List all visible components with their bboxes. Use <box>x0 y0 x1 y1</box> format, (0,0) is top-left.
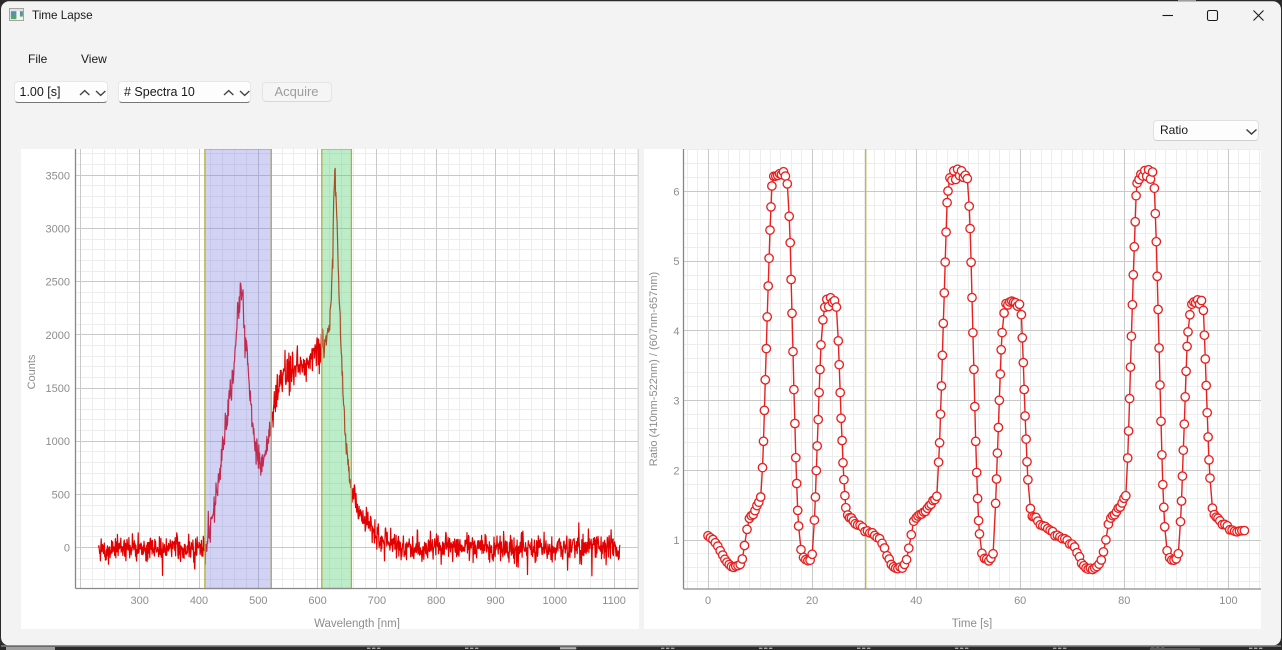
svg-text:2: 2 <box>673 465 679 477</box>
svg-text:3: 3 <box>673 396 679 408</box>
svg-text:3500: 3500 <box>46 170 70 182</box>
svg-text:2000: 2000 <box>46 330 70 342</box>
svg-text:Ratio (410nm-522nm) / (607nm-6: Ratio (410nm-522nm) / (607nm-657nm) <box>648 272 660 466</box>
svg-text:6: 6 <box>673 187 679 199</box>
svg-text:Wavelength [nm]: Wavelength [nm] <box>314 618 400 629</box>
svg-text:500: 500 <box>52 489 70 501</box>
svg-text:80: 80 <box>1118 595 1130 607</box>
svg-text:2500: 2500 <box>46 277 70 289</box>
svg-text:1000: 1000 <box>46 436 70 448</box>
svg-text:40: 40 <box>910 595 922 607</box>
svg-text:900: 900 <box>486 595 504 607</box>
svg-text:1: 1 <box>673 535 679 547</box>
svg-text:600: 600 <box>308 595 326 607</box>
svg-text:1500: 1500 <box>46 383 70 395</box>
svg-text:60: 60 <box>1014 595 1026 607</box>
svg-text:700: 700 <box>368 595 386 607</box>
svg-text:20: 20 <box>806 595 818 607</box>
svg-text:100: 100 <box>1219 595 1237 607</box>
svg-text:300: 300 <box>131 595 149 607</box>
svg-text:5: 5 <box>673 256 679 268</box>
svg-text:0: 0 <box>705 595 711 607</box>
svg-text:1000: 1000 <box>543 595 567 607</box>
svg-text:4: 4 <box>673 326 679 338</box>
svg-text:1100: 1100 <box>602 595 626 607</box>
svg-text:500: 500 <box>249 595 267 607</box>
svg-text:400: 400 <box>190 595 208 607</box>
svg-text:800: 800 <box>427 595 445 607</box>
svg-text:Time [s]: Time [s] <box>952 618 992 629</box>
svg-text:0: 0 <box>64 543 70 555</box>
svg-text:Counts: Counts <box>26 354 38 389</box>
svg-text:3000: 3000 <box>46 224 70 236</box>
